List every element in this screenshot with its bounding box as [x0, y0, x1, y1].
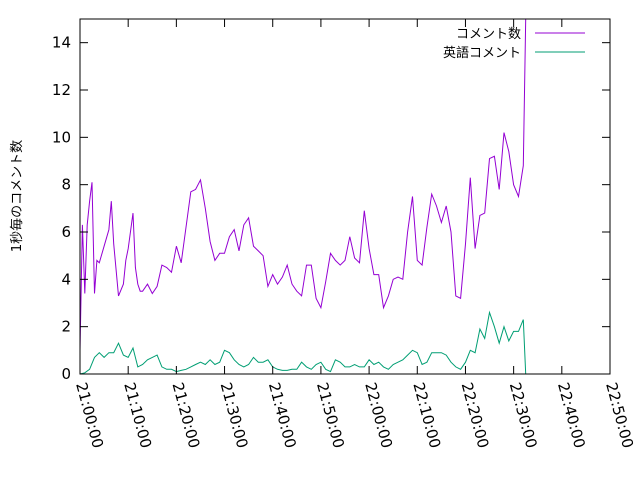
y-tick-label: 2 [61, 318, 71, 336]
y-tick-label: 8 [61, 176, 71, 194]
y-tick-label: 4 [61, 270, 71, 288]
y-tick-label: 6 [61, 223, 71, 241]
series-line-2 [79, 310, 527, 375]
legend-label-2: 英語コメント [443, 45, 521, 61]
x-tick-label: 21:10:00 [120, 380, 155, 450]
y-tick-label: 14 [52, 34, 71, 52]
x-tick-label: 22:30:00 [506, 380, 541, 450]
x-tick-label: 22:40:00 [554, 380, 589, 450]
series-line-1 [79, 18, 527, 351]
y-tick-label: 0 [61, 365, 71, 383]
y-tick-label: 10 [52, 128, 71, 146]
x-tick-label: 22:00:00 [361, 380, 396, 450]
x-tick-label: 21:20:00 [168, 380, 203, 450]
x-tick-label: 21:00:00 [72, 380, 107, 450]
series-layer [79, 18, 527, 375]
x-tick-label: 21:40:00 [265, 380, 300, 450]
plot-area [80, 19, 610, 374]
x-tick-label: 21:30:00 [217, 380, 252, 450]
x-tick-label: 22:10:00 [409, 380, 444, 450]
plot-frame [79, 18, 611, 375]
y-axis-label: 1秒毎のコメント数 [9, 140, 25, 252]
x-tick-label: 22:20:00 [458, 380, 493, 450]
x-tick-label: 22:50:00 [602, 380, 637, 450]
y-tick-label: 12 [52, 81, 71, 99]
legend-label-1: コメント数 [456, 27, 521, 42]
x-tick-label: 21:50:00 [313, 380, 348, 450]
